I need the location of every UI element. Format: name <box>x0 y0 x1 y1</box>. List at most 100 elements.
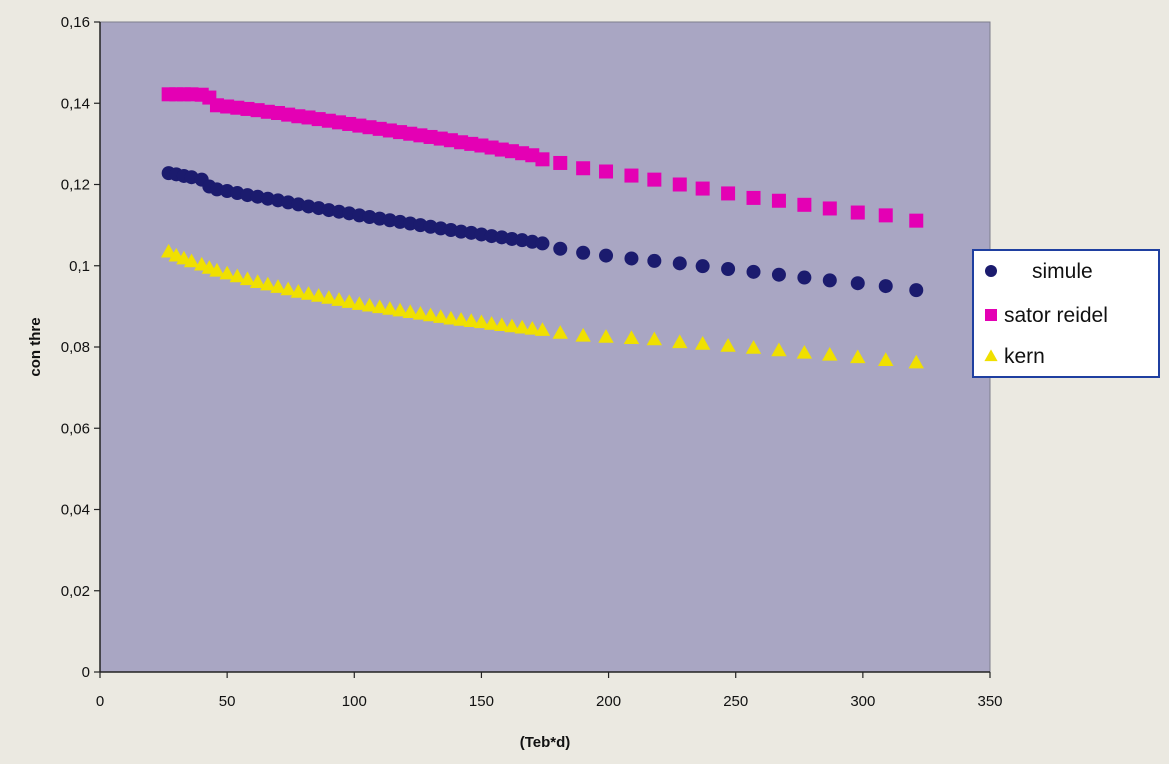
legend-label-simule: simule <box>1032 260 1093 283</box>
plot-area <box>99 21 991 673</box>
data-point <box>796 344 813 359</box>
data-point <box>321 290 337 304</box>
series-sator-reidel <box>161 87 924 228</box>
data-point <box>598 329 614 343</box>
data-point <box>535 236 550 251</box>
data-point <box>850 276 865 291</box>
data-point <box>721 262 736 276</box>
data-point <box>392 302 408 317</box>
legend-label-kern: kern <box>1004 345 1045 368</box>
x-tick-label: 250 <box>723 693 748 710</box>
x-tick-label: 350 <box>977 693 1002 710</box>
data-point <box>552 325 568 339</box>
x-tick-label: 200 <box>596 693 621 710</box>
data-point <box>771 267 786 282</box>
x-tick-label: 150 <box>469 693 494 710</box>
data-point <box>771 193 786 208</box>
y-axis-title: con thre <box>27 317 44 376</box>
data-point <box>850 349 866 364</box>
data-point <box>219 265 235 280</box>
legend-swatch-kern <box>984 349 998 362</box>
data-point <box>260 276 276 291</box>
x-axis-title: (Teb*d) <box>520 734 571 751</box>
legend-swatch-simule <box>985 265 997 277</box>
data-point <box>878 352 894 366</box>
data-point <box>575 327 591 342</box>
data-point <box>535 152 550 167</box>
data-point <box>372 299 388 314</box>
y-tick-label: 0,06 <box>61 420 90 437</box>
data-point <box>361 297 378 312</box>
x-axis-ticks: 0 50 100 150 200 250 300 350 <box>96 672 1003 710</box>
data-point <box>160 243 177 258</box>
data-point <box>721 186 736 201</box>
series-kern <box>160 243 924 369</box>
data-point <box>695 181 710 196</box>
data-point <box>514 319 530 334</box>
data-point <box>382 301 398 315</box>
data-point <box>331 292 347 306</box>
data-point <box>290 284 307 298</box>
data-point <box>672 256 687 271</box>
data-point <box>797 197 812 212</box>
data-point <box>463 313 479 327</box>
data-point <box>310 288 327 302</box>
data-point <box>454 224 469 239</box>
data-point <box>646 331 663 346</box>
data-point <box>494 317 510 332</box>
y-tick-label: 0,1 <box>69 258 90 275</box>
data-point <box>402 304 418 319</box>
data-point <box>239 271 256 286</box>
data-point <box>694 336 711 350</box>
x-tick-label: 50 <box>219 693 236 710</box>
y-axis-ticks: 0 0,02 0,04 0,06 0,08 0,1 0,12 0,14 0,16 <box>61 14 100 681</box>
data-point <box>576 245 591 260</box>
data-point <box>623 330 640 345</box>
data-point <box>422 307 439 322</box>
data-point <box>473 314 490 329</box>
data-point <box>647 172 662 187</box>
legend-swatch-sator-reidel <box>985 309 997 321</box>
data-point <box>695 259 710 274</box>
data-point <box>504 318 520 333</box>
data-point <box>534 322 551 336</box>
y-tick-label: 0,12 <box>61 177 90 194</box>
legend-label-sator-reidel: sator reidel <box>1004 304 1108 327</box>
data-point <box>909 213 924 228</box>
data-point <box>908 354 924 369</box>
data-point <box>599 164 614 179</box>
data-point <box>341 294 357 308</box>
x-tick-label: 100 <box>342 693 367 710</box>
data-point <box>576 161 591 176</box>
data-point <box>209 262 225 277</box>
series-simule <box>161 166 924 298</box>
data-point <box>746 190 761 205</box>
x-tick-label: 0 <box>96 693 104 710</box>
data-point <box>746 264 761 279</box>
data-point <box>672 334 688 349</box>
data-point <box>443 310 459 325</box>
data-point <box>624 168 639 183</box>
data-point <box>229 268 246 283</box>
data-point <box>270 279 286 293</box>
y-tick-label: 0,08 <box>61 339 90 356</box>
data-point <box>524 321 540 335</box>
data-point <box>624 251 639 266</box>
y-tick-label: 0 <box>82 664 90 681</box>
data-point <box>878 208 893 223</box>
data-point <box>412 305 429 320</box>
data-point <box>745 340 762 354</box>
data-point <box>797 270 812 285</box>
data-point <box>433 309 449 323</box>
data-point <box>300 286 317 300</box>
data-point <box>822 201 837 216</box>
data-point <box>483 316 500 330</box>
data-point <box>909 283 924 298</box>
data-point <box>183 253 200 268</box>
data-point <box>647 253 662 268</box>
data-point <box>553 241 568 256</box>
y-tick-label: 0,14 <box>61 95 90 112</box>
data-point <box>771 342 787 357</box>
data-point <box>878 279 893 294</box>
